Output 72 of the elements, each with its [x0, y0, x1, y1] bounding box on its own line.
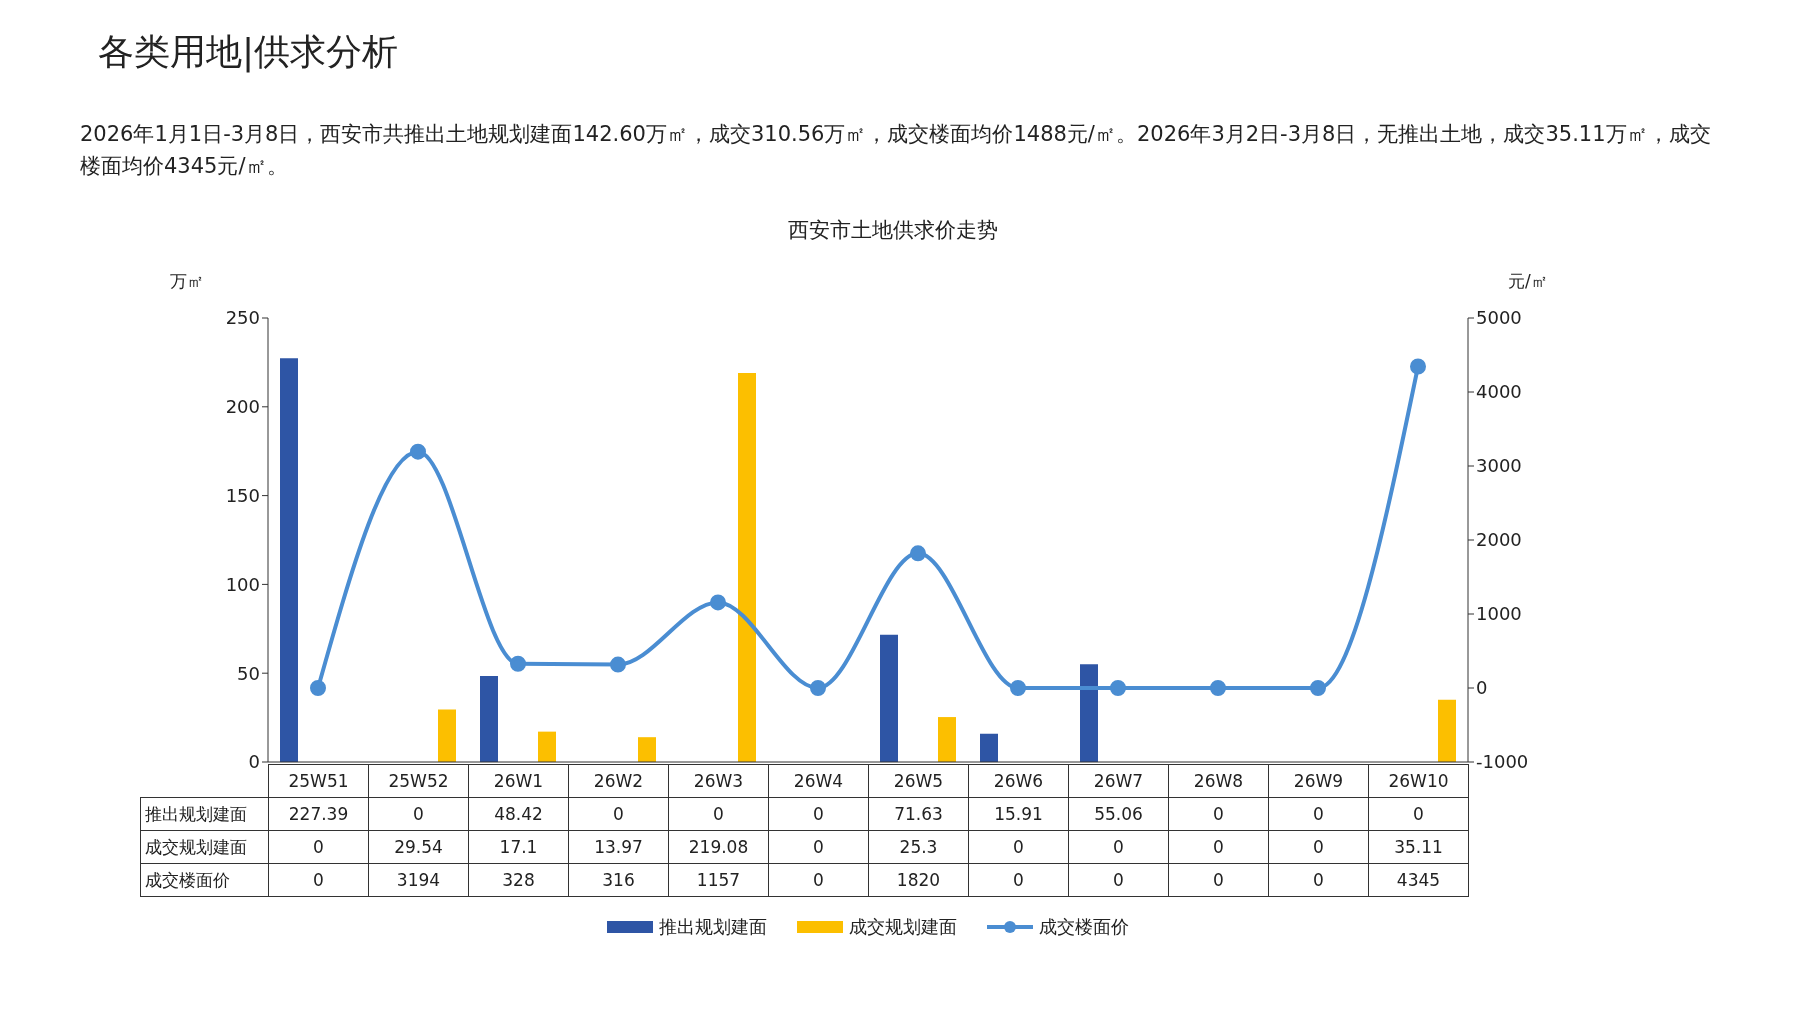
data-label: 4345: [1368, 863, 1469, 897]
y2-axis-title: 元/㎡: [1508, 270, 1548, 293]
data-label: 219.08: [668, 830, 769, 864]
data-label: 0: [1168, 797, 1269, 831]
data-label: 0: [668, 797, 769, 831]
y-tick-label: 100: [225, 573, 260, 595]
y-tick-label: 150: [225, 484, 260, 506]
y2-tick-label: 1000: [1476, 603, 1522, 625]
data-label: 328: [468, 863, 569, 897]
x-tick-label: 26W1: [468, 764, 569, 798]
data-label: 0: [1168, 830, 1269, 864]
x-tick-label: 25W51: [268, 764, 369, 798]
x-tick-label: 26W2: [568, 764, 669, 798]
data-label: 0: [768, 863, 869, 897]
data-label: 316: [568, 863, 669, 897]
chart-title: 各类用地|供求分析: [98, 30, 399, 75]
data-label: 0: [268, 863, 369, 897]
data-label: 17.1: [468, 830, 569, 864]
x-tick-label: 26W9: [1268, 764, 1369, 798]
data-label: 0: [968, 830, 1069, 864]
y2-tick-label: 5000: [1476, 307, 1522, 329]
data-label: 15.91: [968, 797, 1069, 831]
y2-tick-label: 2000: [1476, 529, 1522, 551]
x-tick-label: 26W6: [968, 764, 1069, 798]
x-tick-label: 26W8: [1168, 764, 1269, 798]
data-label: 55.06: [1068, 797, 1169, 831]
text: 推出规划建面: [145, 803, 247, 824]
data-label: 0: [1268, 863, 1369, 897]
data-label: 0: [1268, 797, 1369, 831]
y-tick-label: 50: [237, 662, 260, 684]
x-tick-label: 26W7: [1068, 764, 1169, 798]
y-tick-label: 0: [248, 751, 260, 773]
data-label: 0: [368, 797, 469, 831]
data-label: 1157: [668, 863, 769, 897]
data-label: 0: [1368, 797, 1469, 831]
data-label: 29.54: [368, 830, 469, 864]
x-tick-label: 26W4: [768, 764, 869, 798]
x-tick-label: 26W10: [1368, 764, 1469, 798]
data-label: 71.63: [868, 797, 969, 831]
text: 2026年1月1日-3月8日，西安市共推出土地规划建面142.60万㎡，成交310.56万㎡，成交楼面均价1488元/㎡。2026年3月2日-3月8日，无推出土地，成交35.11万㎡，成交楼面均价4345元/㎡。: [80, 121, 1712, 180]
text: 成交规划建面: [145, 836, 247, 857]
y2-tick-label: 0: [1476, 677, 1488, 699]
data-label: 0: [768, 797, 869, 831]
data-label: 0: [968, 863, 1069, 897]
data-label: 227.39: [268, 797, 369, 831]
data-label: 13.97: [568, 830, 669, 864]
data-label: 0: [1068, 863, 1169, 897]
y2-tick-label: 4000: [1476, 381, 1522, 403]
y-tick-label: 200: [225, 396, 260, 418]
data-label: 3194: [368, 863, 469, 897]
legend-label: 成交楼面价: [1039, 915, 1129, 939]
x-tick-label: 26W3: [668, 764, 769, 798]
x-tick-label: 25W52: [368, 764, 469, 798]
x-tick-label: 26W5: [868, 764, 969, 798]
data-label: 0: [568, 797, 669, 831]
data-label: 48.42: [468, 797, 569, 831]
data-label: 0: [768, 830, 869, 864]
y2-tick-label: 3000: [1476, 455, 1522, 477]
data-label: 35.11: [1368, 830, 1469, 864]
legend-label: 推出规划建面: [659, 915, 767, 939]
data-label: 25.3: [868, 830, 969, 864]
y-axis-title: 万㎡: [170, 270, 204, 293]
y-tick-label: 250: [225, 307, 260, 329]
data-label: 0: [1268, 830, 1369, 864]
data-label: 1820: [868, 863, 969, 897]
legend-label: 成交规划建面: [849, 915, 957, 939]
text: 成交楼面价: [145, 869, 230, 890]
data-label: 0: [1168, 863, 1269, 897]
data-label: 0: [1068, 830, 1169, 864]
data-label: 0: [268, 830, 369, 864]
chart-subtitle: 西安市土地供求价走势: [787, 217, 999, 244]
y2-tick-label: -1000: [1476, 751, 1529, 773]
